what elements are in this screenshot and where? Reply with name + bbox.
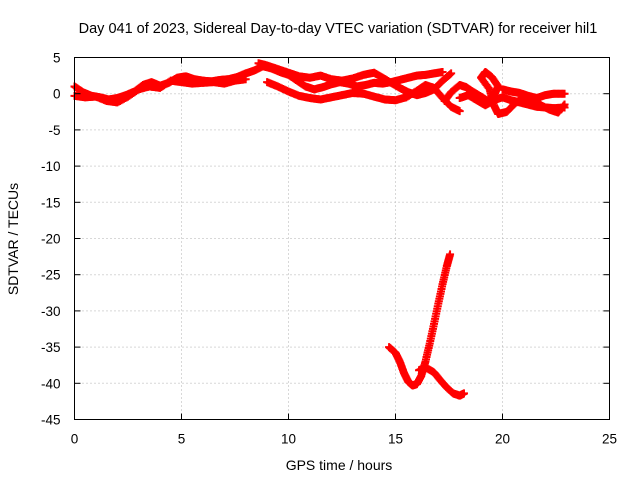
data-point-track-late-lower (560, 103, 569, 112)
data-points (70, 59, 569, 400)
x-tick-label: 15 (388, 432, 403, 447)
y-tick-label: -25 (41, 268, 61, 283)
data-point-track-low-band (241, 75, 250, 84)
data-point-track-high-branch (447, 69, 456, 78)
data-point-track-negative-excursion (446, 250, 455, 259)
y-tick-label: -15 (41, 195, 61, 210)
data-point-track-negative-tail (459, 389, 468, 398)
x-tick-label: 5 (178, 432, 186, 447)
chart-title: Day 041 of 2023, Sidereal Day-to-day VTE… (79, 21, 598, 37)
x-tick-label: 25 (602, 432, 617, 447)
data-point-track-descending-branch (455, 107, 464, 116)
axis-ticks: 0 5 10 15 20 25 5 0 -5 -10 -15 -20 -25 -30 -35 -40 -45 (41, 51, 617, 447)
x-tick-label: 20 (495, 432, 510, 447)
y-axis-label: SDTVAR / TECUs (5, 183, 21, 295)
grid-lines (74, 57, 610, 420)
y-tick-label: 0 (53, 87, 61, 102)
x-tick-label: 10 (281, 432, 296, 447)
y-tick-label: -20 (41, 232, 61, 247)
data-point-track-main (438, 67, 447, 76)
y-tick-label: -40 (41, 376, 61, 391)
y-tick-label: -10 (41, 159, 61, 174)
y-tick-label: -35 (41, 340, 61, 355)
y-tick-label: 5 (53, 51, 61, 66)
y-tick-label: -30 (41, 304, 61, 319)
x-tick-label: 0 (71, 432, 79, 447)
x-axis-label: GPS time / hours (286, 457, 393, 473)
data-point-track-late-upper (560, 89, 569, 98)
y-tick-label: -45 (41, 413, 61, 428)
y-tick-label: -5 (48, 123, 60, 138)
